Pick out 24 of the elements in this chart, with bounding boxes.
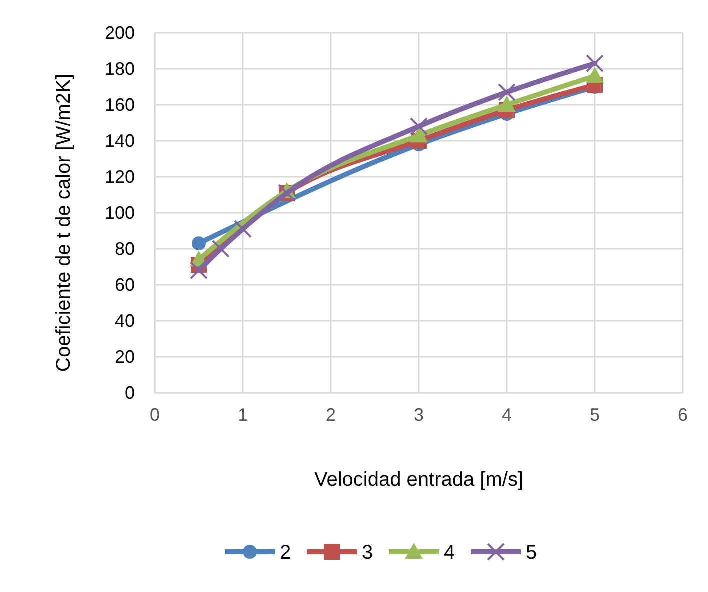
x-tick-label: 6 bbox=[678, 405, 688, 425]
y-tick-label: 140 bbox=[104, 131, 135, 151]
y-tick-label: 160 bbox=[104, 95, 135, 115]
y-tick-label: 20 bbox=[114, 347, 135, 367]
legend-label: 2 bbox=[280, 542, 292, 564]
x-axis-title: Velocidad entrada [m/s] bbox=[314, 469, 524, 491]
x-tick-label: 4 bbox=[502, 405, 512, 425]
x-tick-label: 1 bbox=[238, 405, 248, 425]
y-tick-label: 100 bbox=[104, 203, 135, 223]
y-tick-label: 120 bbox=[104, 167, 135, 187]
x-tick-label: 2 bbox=[326, 405, 336, 425]
legend-label: 5 bbox=[526, 542, 538, 564]
legend-label: 4 bbox=[444, 542, 456, 564]
y-axis-title: Coeficiente de t de calor [W/m2K] bbox=[53, 74, 75, 372]
x-tick-label: 0 bbox=[150, 405, 160, 425]
y-tick-label: 200 bbox=[104, 23, 135, 43]
y-tick-label: 80 bbox=[114, 239, 135, 259]
y-tick-label: 60 bbox=[114, 275, 135, 295]
legend-label: 3 bbox=[362, 542, 374, 564]
y-tick-label: 180 bbox=[104, 59, 135, 79]
y-tick-label: 40 bbox=[114, 311, 135, 331]
x-tick-label: 5 bbox=[590, 405, 600, 425]
y-tick-label: 0 bbox=[124, 383, 135, 403]
x-tick-label: 3 bbox=[414, 405, 424, 425]
